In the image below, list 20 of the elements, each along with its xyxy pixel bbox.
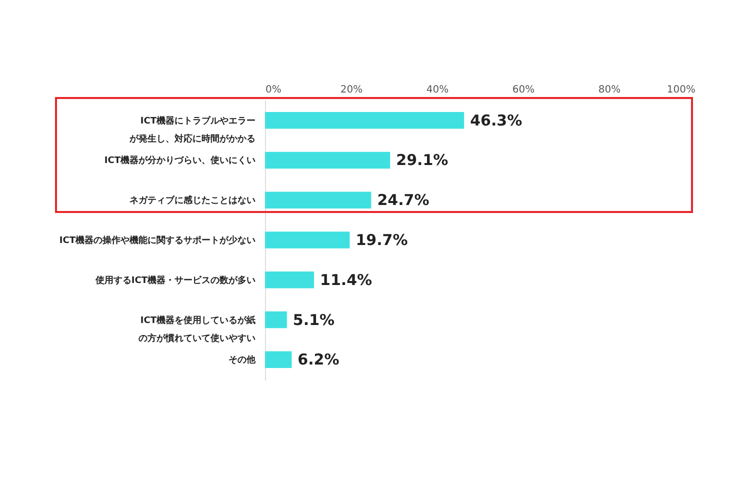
data-label: 6.2% (298, 350, 340, 369)
x-tick-label: 60% (512, 84, 535, 96)
x-tick-label: 20% (340, 84, 363, 96)
y-tick-label: その他 (228, 354, 256, 366)
x-tick-label: 80% (598, 84, 621, 96)
y-tick-label: 使用するICT機器・サービスの数が多い (94, 274, 256, 286)
y-tick-label: ICT機器が分かりづらい、使いにくい (104, 155, 256, 166)
data-label: 46.3% (470, 111, 522, 130)
y-tick-label: ICT機器の操作や機能に関するサポートが少ない (59, 235, 256, 246)
y-tick-label: ICT機器を使用しているが紙の方が慣れていて使いやすい (138, 314, 256, 344)
x-tick-label: 40% (426, 84, 449, 96)
x-tick-label: 0% (266, 84, 282, 96)
data-label: 11.4% (320, 270, 372, 289)
data-label: 19.7% (356, 231, 408, 249)
data-label: 29.1% (396, 151, 448, 170)
y-tick-label: ネガティブに感じたことはない (130, 195, 256, 206)
data-label: 24.7% (377, 191, 430, 210)
y-tick-label: ICT機器にトラブルやエラーが発生し、対応に時間がかかる (128, 115, 256, 144)
x-tick-label: 100% (666, 84, 696, 96)
data-label: 5.1% (292, 310, 335, 329)
